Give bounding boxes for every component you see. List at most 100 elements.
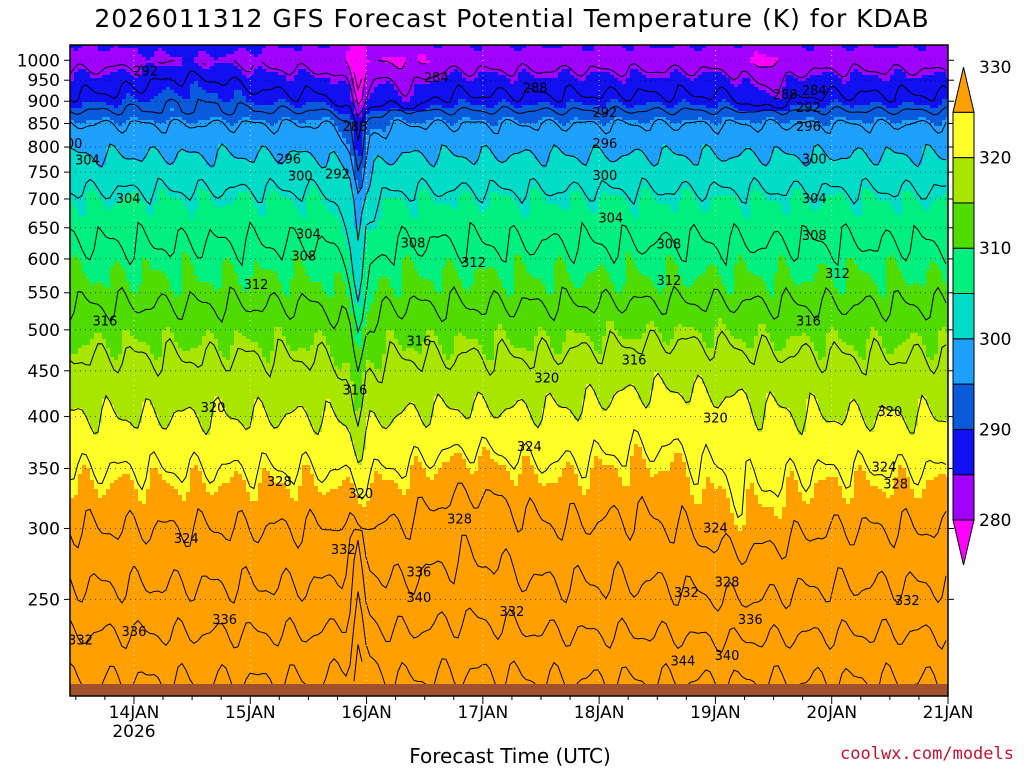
contour-label: 332 [331, 543, 356, 558]
contour-label: 324 [703, 521, 728, 536]
colorbar-tick-label: 300 [979, 330, 1011, 350]
colorbar-segment [953, 248, 974, 293]
contour-label: 320 [348, 487, 373, 502]
y-tick-label: 300 [28, 519, 60, 539]
y-tick-label: 700 [28, 190, 60, 210]
y-tick-label: 550 [28, 284, 60, 304]
contour-label: 308 [656, 237, 681, 252]
colorbar-low-arrow [953, 520, 974, 565]
contour-label: 292 [796, 101, 821, 116]
contour-label: 288 [342, 120, 367, 135]
colorbar-segment [953, 112, 974, 157]
y-tick-label: 950 [28, 71, 60, 91]
y-tick-label: 400 [28, 408, 60, 428]
contour-label: 308 [401, 237, 426, 252]
colorbar-high-arrow [953, 67, 974, 112]
contour-label: 328 [447, 513, 472, 528]
y-tick-label: 650 [28, 219, 60, 239]
contour-label: 344 [670, 655, 695, 670]
contour-label: 296 [276, 152, 301, 167]
contour-label: 332 [68, 633, 93, 648]
contour-label: 340 [406, 591, 431, 606]
y-tick-label: 350 [28, 460, 60, 480]
colorbar-tick-label: 330 [979, 58, 1011, 78]
contour-label: 328 [883, 477, 908, 492]
contour-label: 320 [703, 412, 728, 427]
contour-label: 304 [75, 153, 100, 168]
contour-label: 284 [424, 71, 449, 86]
colorbar-segment [953, 475, 974, 520]
x-tick-label: 15JAN [225, 703, 276, 723]
contour-label: 300 [288, 169, 313, 184]
contour-label: 336 [212, 613, 237, 628]
y-tick-label: 800 [28, 138, 60, 158]
x-tick-label: 16JAN [341, 703, 392, 723]
colorbar-segment [953, 339, 974, 384]
contour-label: 328 [715, 576, 740, 591]
y-tick-label: 750 [28, 163, 60, 183]
y-tick-label: 500 [28, 321, 60, 341]
y-tick-label: 1000 [17, 51, 60, 71]
contour-label: 324 [872, 460, 897, 475]
colorbar-segment [953, 203, 974, 248]
contour-label: 316 [796, 314, 821, 329]
contour-label: 284 [802, 84, 827, 99]
contour-label: 304 [116, 192, 141, 207]
contour-label: 312 [656, 274, 681, 289]
x-tick-label: 21JAN [923, 703, 974, 723]
x-tick-label: 14JAN [109, 703, 160, 723]
contour-label: 316 [622, 354, 647, 369]
contour-label: 304 [598, 211, 623, 226]
contour-label: 288 [523, 81, 548, 96]
contour-label: 300 [802, 152, 827, 167]
contour-label: 312 [244, 278, 269, 293]
contour-label: 320 [201, 401, 226, 416]
contour-label: 296 [796, 120, 821, 135]
x-tick-label: 20JAN [806, 703, 857, 723]
credit-text: coolwx.com/models [840, 744, 1014, 764]
contour-label: 304 [802, 192, 827, 207]
ground-band [70, 684, 948, 696]
x-axis-label: Forecast Time (UTC) [320, 744, 700, 768]
colorbar-segment [953, 429, 974, 474]
contour-label: 340 [715, 649, 740, 664]
colorbar-tick-label: 280 [979, 511, 1011, 531]
colorbar-segment [953, 294, 974, 339]
contour-label: 296 [593, 137, 618, 152]
contour-label: 324 [517, 440, 542, 455]
y-tick-label: 900 [28, 92, 60, 112]
contour-label: 316 [92, 314, 117, 329]
contour-label: 292 [593, 106, 618, 121]
contour-label: 312 [825, 267, 850, 282]
colorbar-segment [953, 158, 974, 203]
contour-label: 300 [593, 169, 618, 184]
contour-label: 332 [895, 594, 920, 609]
contour-284 [202, 64, 206, 65]
contour-label: 324 [174, 532, 199, 547]
colorbar-tick-label: 310 [979, 239, 1011, 259]
contour-label: 336 [406, 565, 431, 580]
x-tick-label: 19JAN [690, 703, 741, 723]
contour-label: 316 [342, 383, 367, 398]
contour-label: 292 [133, 65, 158, 80]
y-tick-label: 600 [28, 250, 60, 270]
contour-label: 312 [461, 256, 486, 271]
contour-label: 320 [534, 372, 559, 387]
contour-label: 308 [802, 229, 827, 244]
x-tick-label: 17JAN [457, 703, 508, 723]
contour-label: 332 [499, 605, 524, 620]
colorbar-tick-label: 320 [979, 149, 1011, 169]
y-tick-label: 450 [28, 362, 60, 382]
colorbar-tick-label: 290 [979, 420, 1011, 440]
contour-label: 336 [738, 613, 763, 628]
contour-label: 316 [406, 335, 431, 350]
contour-label: 304 [296, 227, 321, 242]
contour-label: 336 [122, 625, 147, 640]
x-tick-sublabel: 2026 [112, 722, 155, 742]
contour-label: 328 [267, 475, 292, 490]
x-tick-label: 18JAN [574, 703, 625, 723]
colorbar: 280290300310320330340350 [953, 0, 1011, 565]
contour-label: 320 [877, 405, 902, 420]
